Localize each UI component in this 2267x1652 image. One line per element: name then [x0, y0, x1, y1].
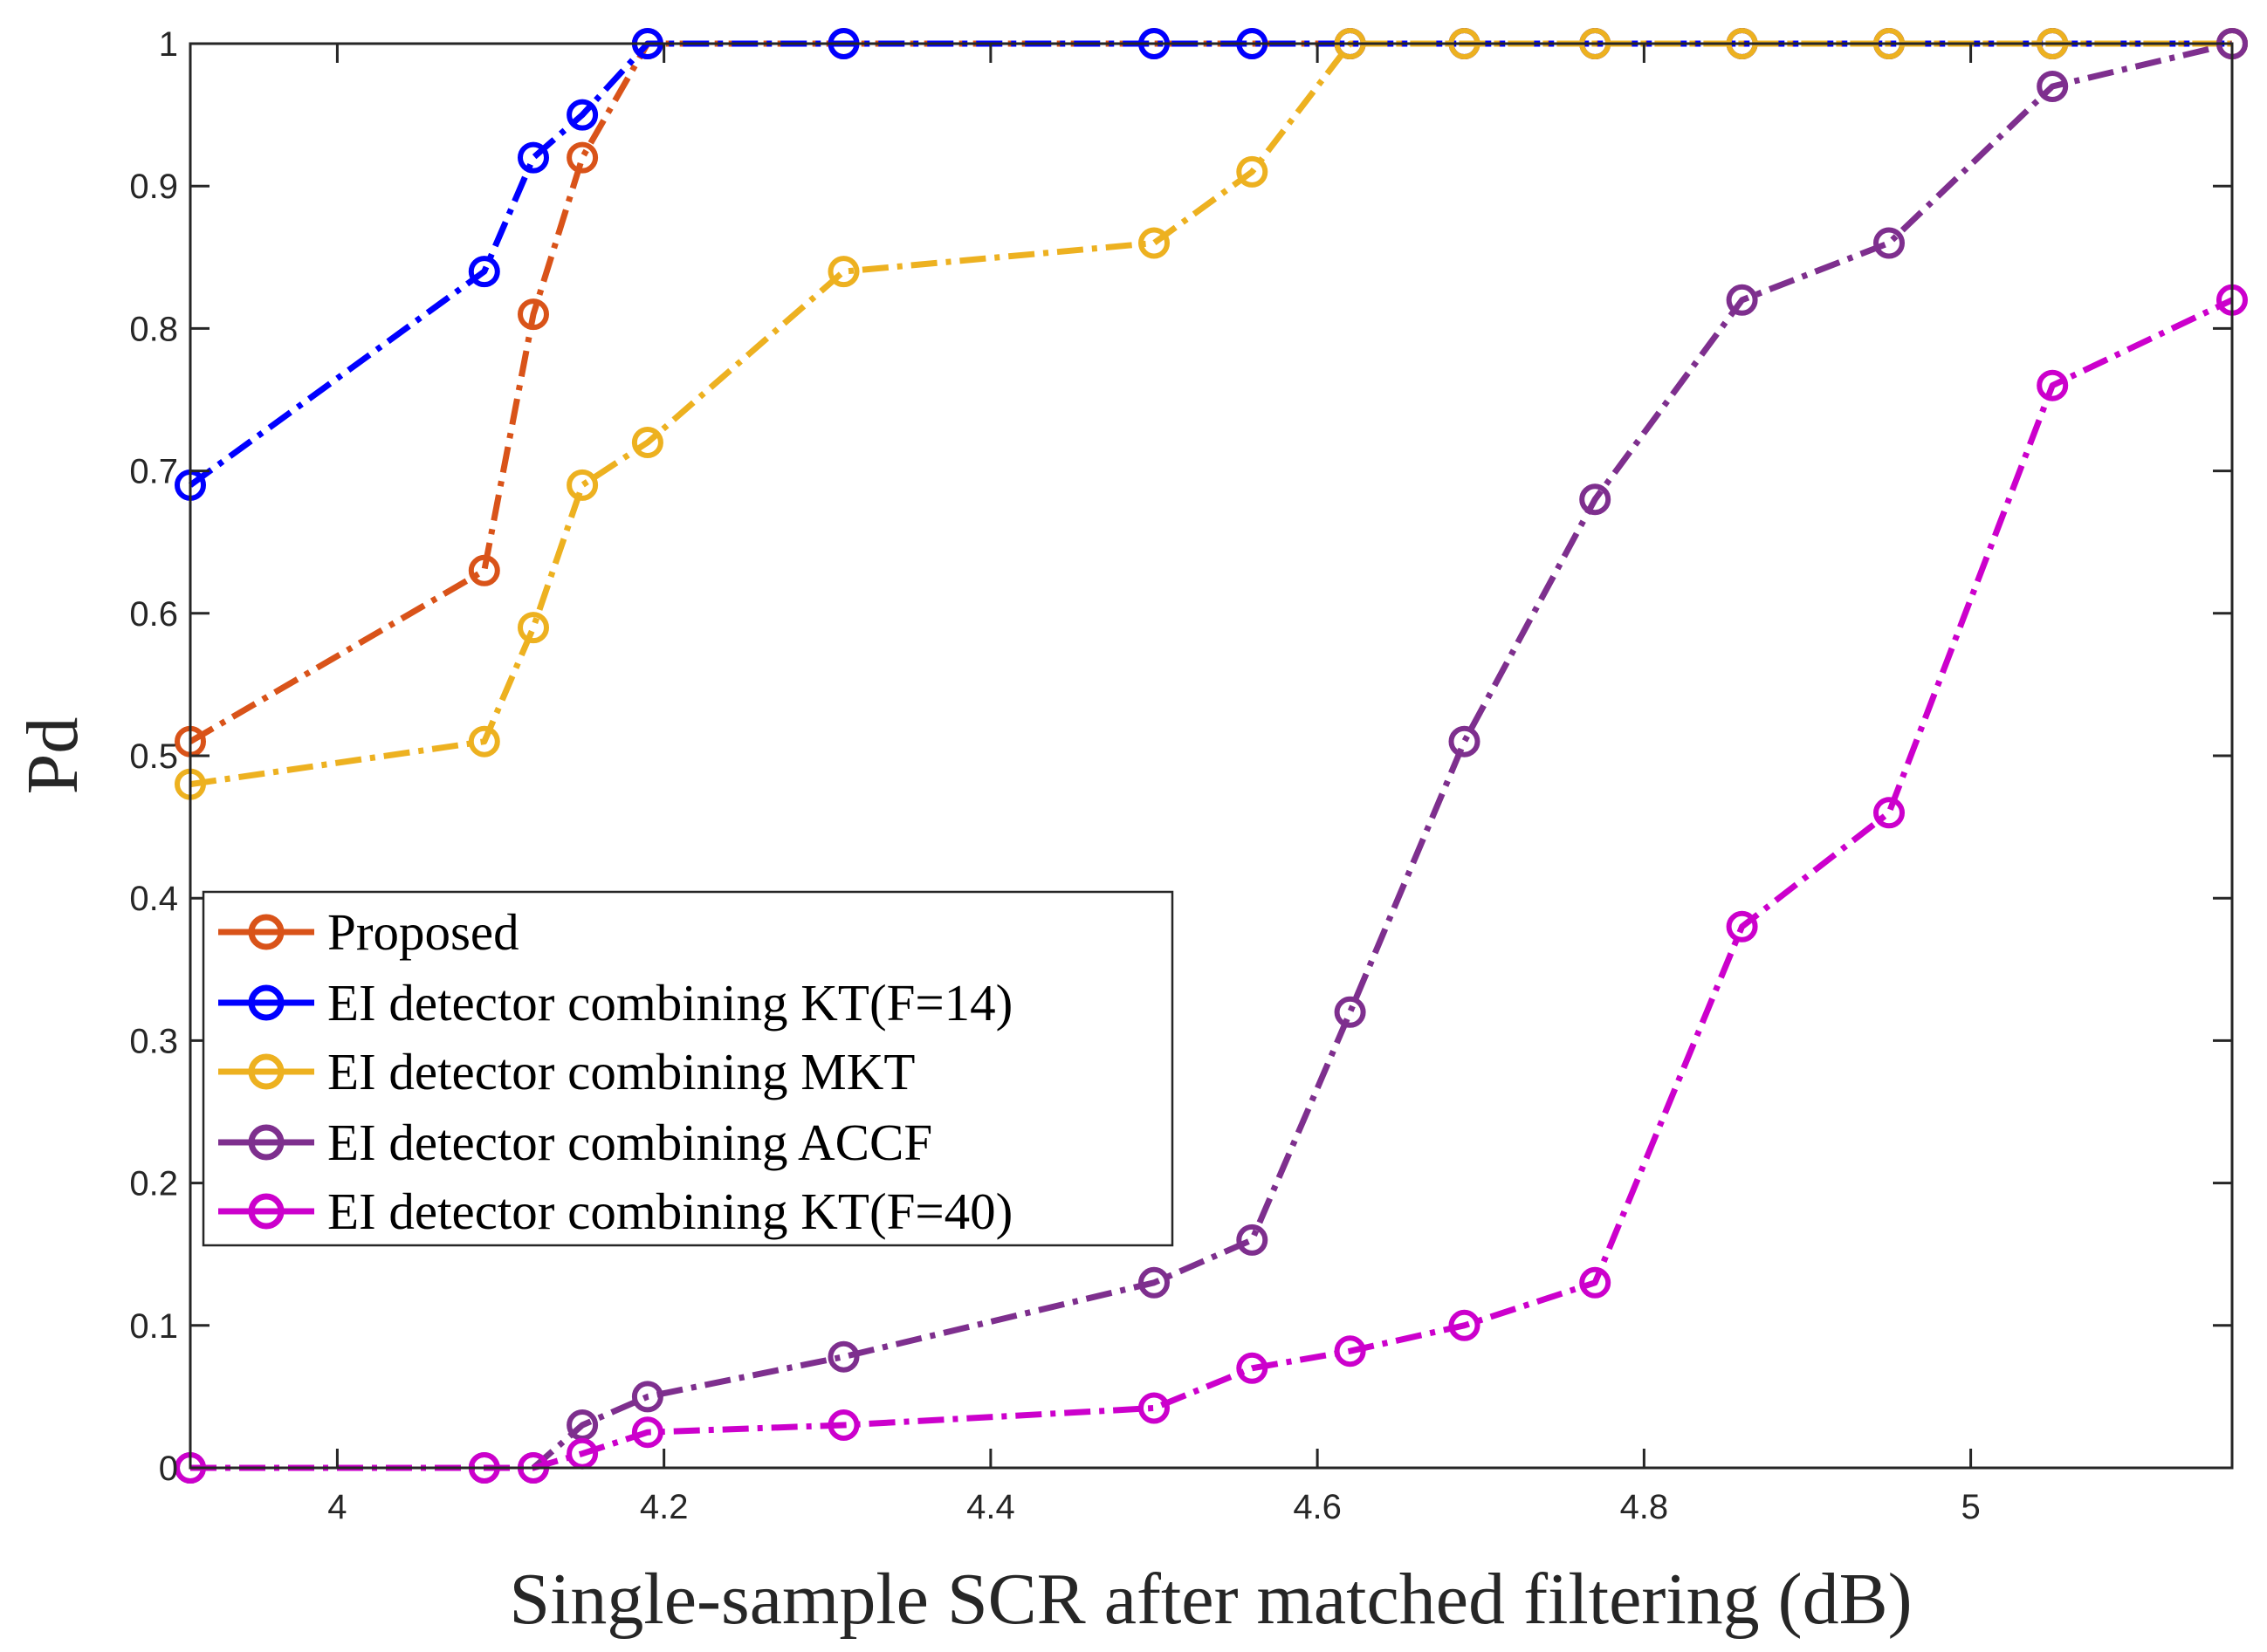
data-point	[1579, 483, 1611, 516]
legend-marker-kt-f40	[248, 1193, 285, 1230]
y-tick-label: 0.6	[129, 595, 178, 634]
legend-marker-kt-f14	[248, 984, 285, 1021]
legend-label-proposed: Proposed	[327, 903, 519, 961]
x-tick-label: 4	[327, 1488, 347, 1526]
data-point	[1873, 227, 1905, 259]
data-point	[631, 1381, 663, 1413]
x-tick-label: 4.2	[640, 1488, 689, 1526]
legend-entry-kt-f14: EI detector combining KT(F=14)	[218, 974, 1013, 1032]
y-tick-label: 0.5	[129, 737, 178, 776]
data-point	[1138, 1266, 1170, 1299]
plot-area	[190, 44, 2232, 1468]
data-point	[2037, 369, 2069, 401]
data-point	[1236, 1224, 1268, 1256]
legend-marker-accf	[248, 1124, 285, 1161]
legend-entry-proposed: Proposed	[218, 903, 519, 961]
legend: Proposed EI detector combining KT(F=14) …	[202, 890, 1174, 1247]
data-point	[468, 256, 500, 288]
data-point	[468, 725, 500, 757]
tick-layer: 4 4.2 4.4 4.6 4.8 5 0 0.1 0.2 0.3 0.4 0.5 0.6 0.7 0.8 0…	[129, 25, 2232, 1526]
legend-entry-mkt: EI detector combining MKT	[218, 1043, 915, 1100]
y-tick-label: 0.8	[129, 310, 178, 348]
y-tick-label: 0.9	[129, 168, 178, 206]
y-tick-label: 0.3	[129, 1022, 178, 1060]
data-point	[518, 612, 549, 644]
data-point	[1448, 1309, 1480, 1341]
data-point	[1236, 155, 1268, 188]
x-tick-label: 4.6	[1293, 1488, 1342, 1526]
series-line	[188, 40, 2232, 488]
y-tick-label: 0.4	[129, 880, 178, 918]
legend-label-mkt: EI detector combining MKT	[327, 1043, 915, 1100]
data-point	[1448, 725, 1480, 757]
series-line	[190, 297, 2234, 1471]
y-tick-label: 0.2	[129, 1165, 178, 1203]
y-tick-label: 0.7	[129, 453, 178, 491]
data-point	[1726, 910, 1758, 943]
y-tick-label: 0	[159, 1450, 178, 1488]
data-point	[567, 141, 599, 174]
legend-label-kt-f14: EI detector combining KT(F=14)	[327, 974, 1013, 1032]
legend-marker-proposed	[248, 914, 285, 950]
legend-label-kt-f40: EI detector combining KT(F=40)	[327, 1182, 1013, 1240]
legend-marker-mkt	[248, 1053, 285, 1090]
data-point	[1138, 227, 1170, 259]
data-point	[631, 427, 663, 458]
data-point	[2037, 71, 2069, 102]
legend-entry-kt-f40: EI detector combining KT(F=40)	[218, 1182, 1013, 1240]
series-line	[190, 40, 2233, 1471]
y-tick-label: 0.1	[129, 1307, 178, 1346]
legend-label-accf: EI detector combining ACCF	[327, 1114, 932, 1171]
data-point	[631, 1416, 663, 1449]
data-point	[567, 99, 599, 131]
data-point	[518, 141, 549, 174]
data-point	[1236, 1352, 1268, 1384]
data-point	[828, 1409, 860, 1441]
x-axis-title: Single-sample SCR after matched filterin…	[509, 1559, 1912, 1640]
data-point	[828, 1340, 860, 1373]
y-axis-title: Pd	[12, 717, 93, 795]
data-point	[1334, 996, 1366, 1028]
data-point	[1138, 1392, 1170, 1424]
data-point	[567, 469, 599, 501]
legend-box	[202, 890, 1174, 1247]
data-point	[828, 256, 860, 288]
x-tick-label: 5	[1961, 1488, 1980, 1526]
data-point	[518, 298, 549, 331]
y-tick-label: 1	[159, 25, 178, 64]
data-point	[468, 554, 500, 586]
x-tick-label: 4.8	[1620, 1488, 1669, 1526]
data-point	[1726, 284, 1758, 316]
data-point	[1579, 1266, 1611, 1299]
legend-entry-accf: EI detector combining ACCF	[218, 1114, 932, 1171]
data-point	[1873, 797, 1905, 829]
data-point	[1334, 1335, 1366, 1368]
x-tick-label: 4.4	[966, 1488, 1015, 1526]
